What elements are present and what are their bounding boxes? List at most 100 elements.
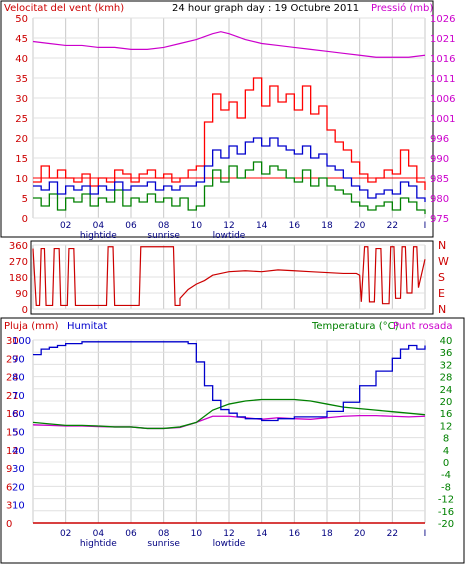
temperature-tick-label: 40 bbox=[440, 336, 453, 347]
wind-tick-label: 50 bbox=[15, 14, 28, 25]
rain-tick-label: 9 bbox=[6, 464, 12, 475]
x-tick-label: 02 bbox=[60, 529, 71, 539]
x-tick-label: 02 bbox=[60, 221, 71, 231]
wind-tick-label: 45 bbox=[15, 34, 28, 45]
rain-tick-label: 15 bbox=[6, 428, 19, 439]
humidity-tick-label: 30 bbox=[12, 464, 25, 475]
pressure-tick-label: 1001 bbox=[430, 114, 455, 125]
direction-tick-label: 0 bbox=[22, 305, 28, 316]
pressure-line bbox=[32, 31, 426, 58]
humidity-tick-label: 70 bbox=[12, 391, 25, 402]
x-tick-label: 18 bbox=[321, 529, 333, 539]
humidity-tick-label: 20 bbox=[12, 482, 25, 493]
x-event-label: hightide bbox=[80, 539, 117, 549]
humidity-tick-label: 10 bbox=[12, 501, 25, 512]
x-tick-label: 18 bbox=[321, 221, 333, 231]
pressure-tick-label: 1006 bbox=[430, 94, 455, 105]
x-tick-label: 20 bbox=[354, 221, 366, 231]
rain-tick-label: 21 bbox=[6, 391, 19, 402]
humidity-tick-label: 90 bbox=[12, 354, 25, 365]
rain-tick-label: 30 bbox=[6, 336, 19, 347]
temperature-tick-label: 0 bbox=[443, 458, 449, 469]
grid-layer bbox=[32, 17, 426, 524]
direction-tick-label: 270 bbox=[9, 257, 28, 268]
x-event-label: sunrise bbox=[147, 539, 180, 549]
temperature-tick-label: 20 bbox=[440, 397, 453, 408]
direction-tick-label: 180 bbox=[9, 273, 28, 284]
tick-label-layer: 0510152025303540455097598098599099610011… bbox=[6, 14, 455, 549]
wind-tick-label: 20 bbox=[15, 134, 28, 145]
wind-tick-label: 15 bbox=[15, 154, 28, 165]
rain-tick-label: 0 bbox=[6, 519, 12, 530]
x-tick-label: 04 bbox=[93, 529, 105, 539]
rain-tick-label: 24 bbox=[6, 373, 19, 384]
humidity-axis-label: Humitat bbox=[67, 321, 107, 332]
pressure-tick-label: 990 bbox=[430, 154, 449, 165]
wind-tick-label: 30 bbox=[15, 94, 28, 105]
temperature-tick-label: 24 bbox=[440, 385, 453, 396]
x-tick-label: 06 bbox=[125, 221, 137, 231]
temperature-tick-label: -20 bbox=[438, 519, 454, 530]
humidity-tick-label: 60 bbox=[12, 409, 25, 420]
x-tick-label: 10 bbox=[191, 529, 203, 539]
pressure-tick-label: 975 bbox=[430, 214, 449, 225]
temperature-tick-label: -4 bbox=[441, 470, 451, 481]
direction-tick-label: 90 bbox=[15, 289, 28, 300]
x-tick-label: 08 bbox=[158, 529, 170, 539]
temperature-tick-label: -8 bbox=[441, 482, 451, 493]
temperature-tick-label: 36 bbox=[440, 348, 453, 359]
x-event-label: lowtide bbox=[213, 231, 246, 241]
temperature-tick-label: 12 bbox=[440, 421, 453, 432]
temperature-tick-label: 32 bbox=[440, 360, 453, 371]
x-tick-label: 14 bbox=[256, 529, 268, 539]
pressure-tick-label: 1026 bbox=[430, 14, 455, 25]
temperature-humidity-panel bbox=[0, 317, 465, 564]
temperature-tick-label: -12 bbox=[438, 495, 454, 506]
pressure-tick-label: 985 bbox=[430, 174, 449, 185]
series-layer bbox=[32, 31, 426, 524]
wind-tick-label: 5 bbox=[22, 194, 28, 205]
temperature-tick-label: 4 bbox=[443, 446, 449, 457]
rain-tick-label: 18 bbox=[6, 409, 19, 420]
x-tick-label: 08 bbox=[158, 221, 170, 231]
x-tick-label: 04 bbox=[93, 221, 105, 231]
temperature-tick-label: 28 bbox=[440, 373, 453, 384]
compass-label: W bbox=[438, 255, 449, 268]
rain-tick-label: 12 bbox=[6, 446, 19, 457]
humidity-tick-label: 80 bbox=[12, 373, 25, 384]
humidity-tick-label: 50 bbox=[12, 428, 25, 439]
wind-tick-label: 40 bbox=[15, 54, 28, 65]
x-event-label: sunrise bbox=[147, 231, 180, 241]
compass-label: E bbox=[438, 287, 445, 300]
pressure-tick-label: 1021 bbox=[430, 34, 455, 45]
x-event-label: lowtide bbox=[213, 539, 246, 549]
pressure-axis-label: Pressió (mb) bbox=[371, 2, 433, 14]
x-tick-label: I bbox=[424, 221, 427, 231]
temperature-tick-label: 8 bbox=[443, 434, 449, 445]
wind-direction-line bbox=[32, 246, 426, 307]
x-tick-label: 14 bbox=[256, 221, 268, 231]
x-tick-label: 12 bbox=[223, 529, 234, 539]
x-tick-label: 10 bbox=[191, 221, 203, 231]
temperature-tick-label: -16 bbox=[438, 507, 454, 518]
temperature-tick-label: 16 bbox=[440, 409, 453, 420]
compass-label: N bbox=[438, 239, 446, 252]
temperature-axis-label: Temperatura (°C) bbox=[311, 321, 399, 332]
pressure-tick-label: 1011 bbox=[430, 74, 455, 85]
pressure-tick-label: 1016 bbox=[430, 54, 455, 65]
rain-tick-label: 27 bbox=[6, 354, 19, 365]
wind-low-line bbox=[33, 161, 426, 214]
x-tick-label: 22 bbox=[387, 529, 398, 539]
x-tick-label: 16 bbox=[289, 529, 301, 539]
wind-tick-label: 35 bbox=[15, 74, 28, 85]
wind-tick-label: 10 bbox=[15, 174, 28, 185]
direction-tick-label: 360 bbox=[9, 241, 28, 252]
x-tick-label: 06 bbox=[125, 529, 137, 539]
compass-label: N bbox=[438, 303, 446, 316]
temperature-line bbox=[32, 398, 426, 430]
humidity-tick-label: 100 bbox=[12, 336, 31, 347]
wind-tick-label: 0 bbox=[22, 214, 28, 225]
x-tick-label: 22 bbox=[387, 221, 398, 231]
